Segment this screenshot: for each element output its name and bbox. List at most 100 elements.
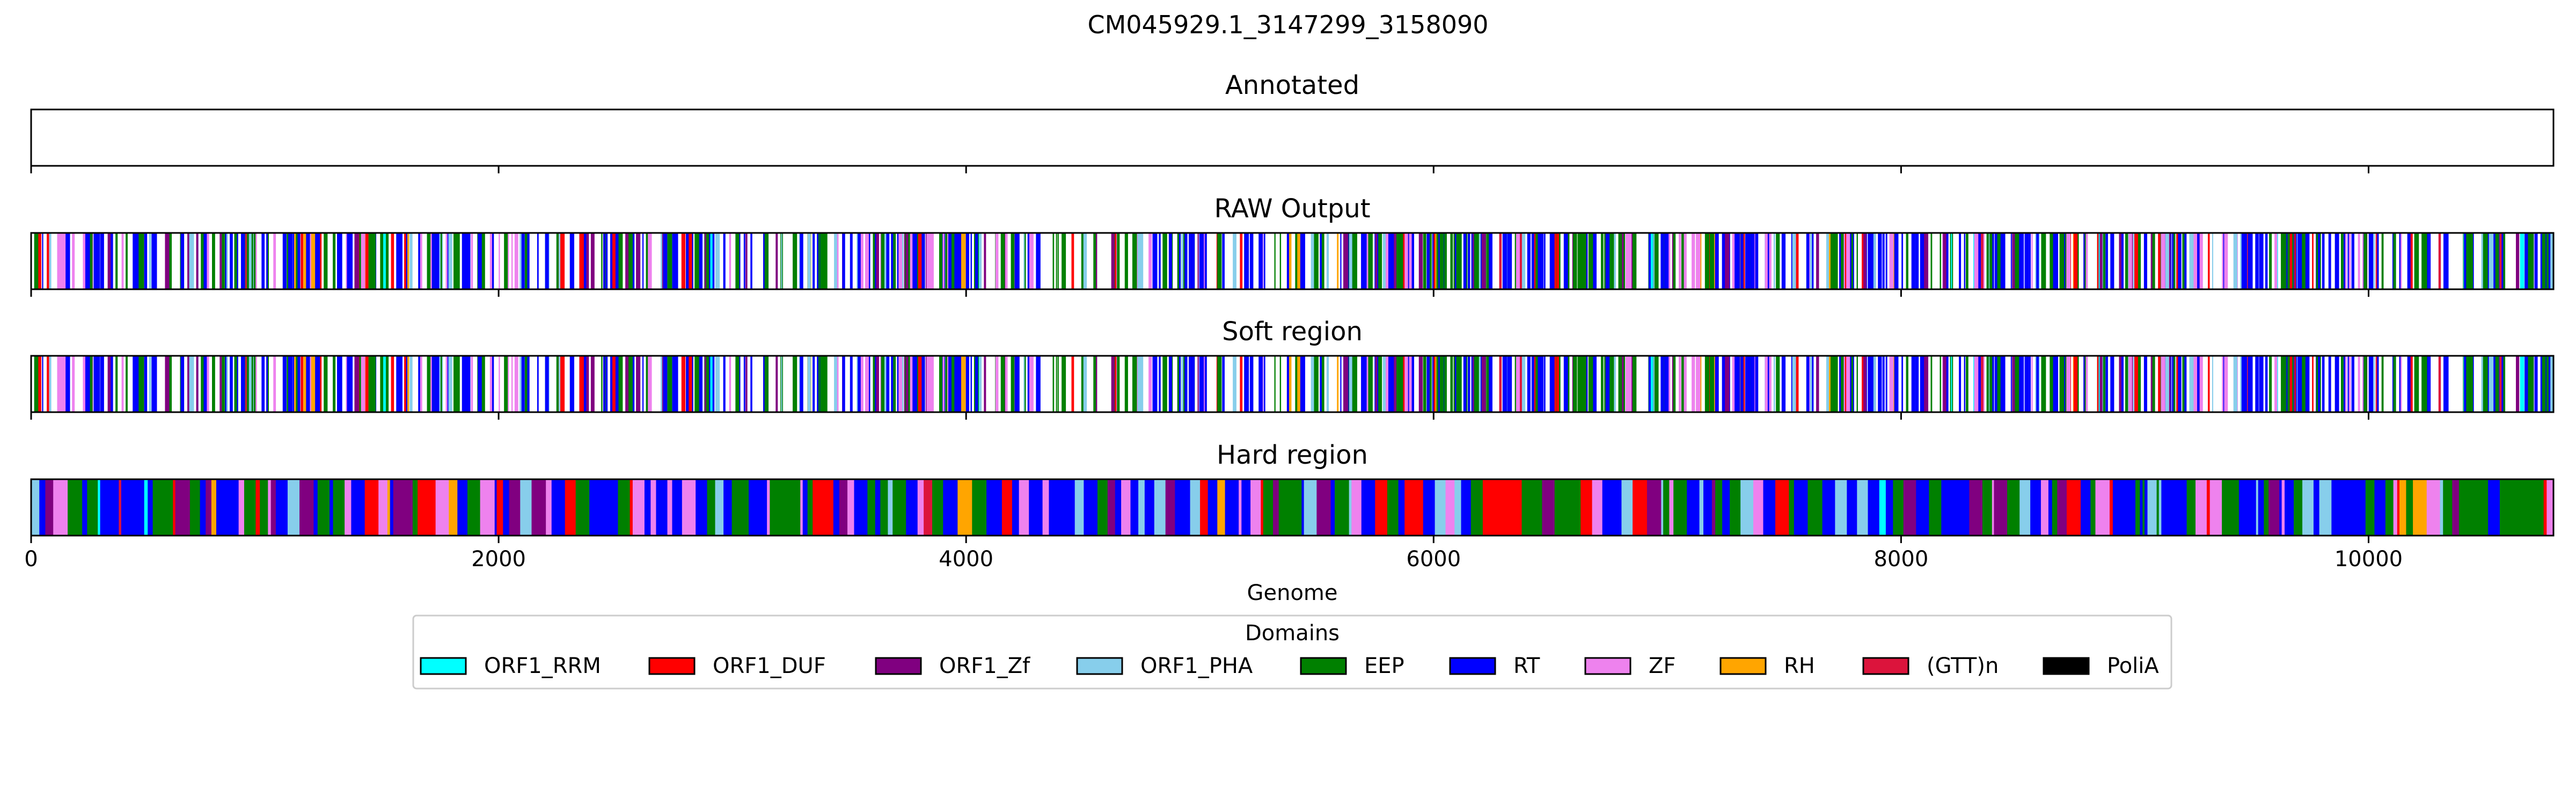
domain-mark [350,233,353,289]
domain-mark [2294,356,2296,412]
domain-mark [212,233,215,289]
domain-mark [1387,233,1392,289]
domain-mark [2312,233,2314,289]
domain-mark [1711,479,1716,536]
domain-mark [883,356,887,412]
domain-mark [1199,356,1204,412]
domain-mark [1605,356,1610,412]
domain-mark [2031,233,2033,289]
domain-mark [527,356,530,412]
domain-mark [957,479,972,536]
domain-mark [303,233,307,289]
domain-mark [961,233,966,289]
domain-mark [1847,479,1857,536]
domain-mark [2377,233,2379,289]
domain-mark [72,356,75,412]
domain-mark [1404,233,1407,289]
domain-mark [1171,233,1173,289]
domain-mark [646,356,648,412]
domain-mark [266,356,268,412]
domain-mark [378,479,388,536]
domain-mark [100,479,103,536]
domain-mark [93,233,98,289]
domain-mark [807,479,813,536]
domain-mark [912,233,918,289]
domain-mark [225,233,226,289]
domain-mark [1994,356,1997,412]
domain-mark [1115,233,1117,289]
domain-mark [1673,479,1687,536]
domain-mark [365,233,369,289]
domain-mark [1148,233,1152,289]
domain-mark [1083,233,1087,289]
domain-mark [1679,356,1681,412]
domain-mark [2527,233,2532,289]
domain-mark [1289,233,1292,289]
domain-mark [1920,233,1923,289]
domain-mark [225,356,226,412]
domain-mark [1437,233,1441,289]
domain-mark [1922,479,1928,536]
domain-mark [396,356,399,412]
domain-mark [1538,356,1542,412]
domain-mark [572,356,575,412]
domain-mark [636,356,641,412]
domain-mark [1792,356,1796,412]
domain-mark [1781,233,1786,289]
domain-mark [965,356,969,412]
domain-mark [2036,356,2039,412]
domain-mark [582,233,587,289]
domain-mark [917,479,924,536]
domain-mark [1588,356,1592,412]
domain-mark [2458,479,2468,536]
domain-mark [990,479,1002,536]
domain-mark [1977,356,1981,412]
domain-mark [1433,356,1436,412]
domain-mark [1593,233,1596,289]
domain-mark [2373,356,2375,412]
domain-mark [1367,356,1373,412]
domain-mark [2312,356,2314,412]
domain-mark [1851,233,1853,289]
domain-mark [698,233,703,289]
domain-mark [1894,356,1899,412]
chart-title: CM045929.1_3147299_3158090 [1087,10,1488,39]
domain-mark [2041,233,2046,289]
domain-mark [2363,233,2367,289]
domain-mark [735,233,740,289]
domain-mark [1648,233,1652,289]
domain-mark [409,233,413,289]
domain-mark [590,356,595,412]
domain-mark [130,479,145,536]
domain-mark [1906,356,1908,412]
domain-mark [912,356,914,412]
domain-mark [675,233,678,289]
domain-mark [1543,356,1546,412]
domain-mark [2000,233,2006,289]
domain-mark [1746,356,1751,412]
domain-mark [2182,233,2185,289]
domain-mark [1222,356,1225,412]
domain-mark [1468,479,1472,536]
domain-mark [1878,233,1882,289]
panel-frame [30,355,2555,413]
domain-mark [979,233,982,289]
domain-mark [965,233,969,289]
domain-mark [1608,356,1612,412]
legend-label: PoliA [2107,654,2159,678]
domain-mark [2319,479,2332,536]
domain-mark [1466,233,1468,289]
domain-mark [1722,479,1730,536]
domain-mark [457,233,460,289]
domain-mark [1830,233,1835,289]
domain-mark [2297,233,2301,289]
domain-mark [875,479,881,536]
domain-mark [2158,233,2161,289]
domain-mark [648,233,652,289]
domain-mark [1527,233,1531,289]
domain-mark [2499,356,2502,412]
domain-mark [1337,233,1339,289]
domain-mark [2409,356,2413,412]
domain-mark [455,479,458,536]
domain-mark [1989,356,1993,412]
